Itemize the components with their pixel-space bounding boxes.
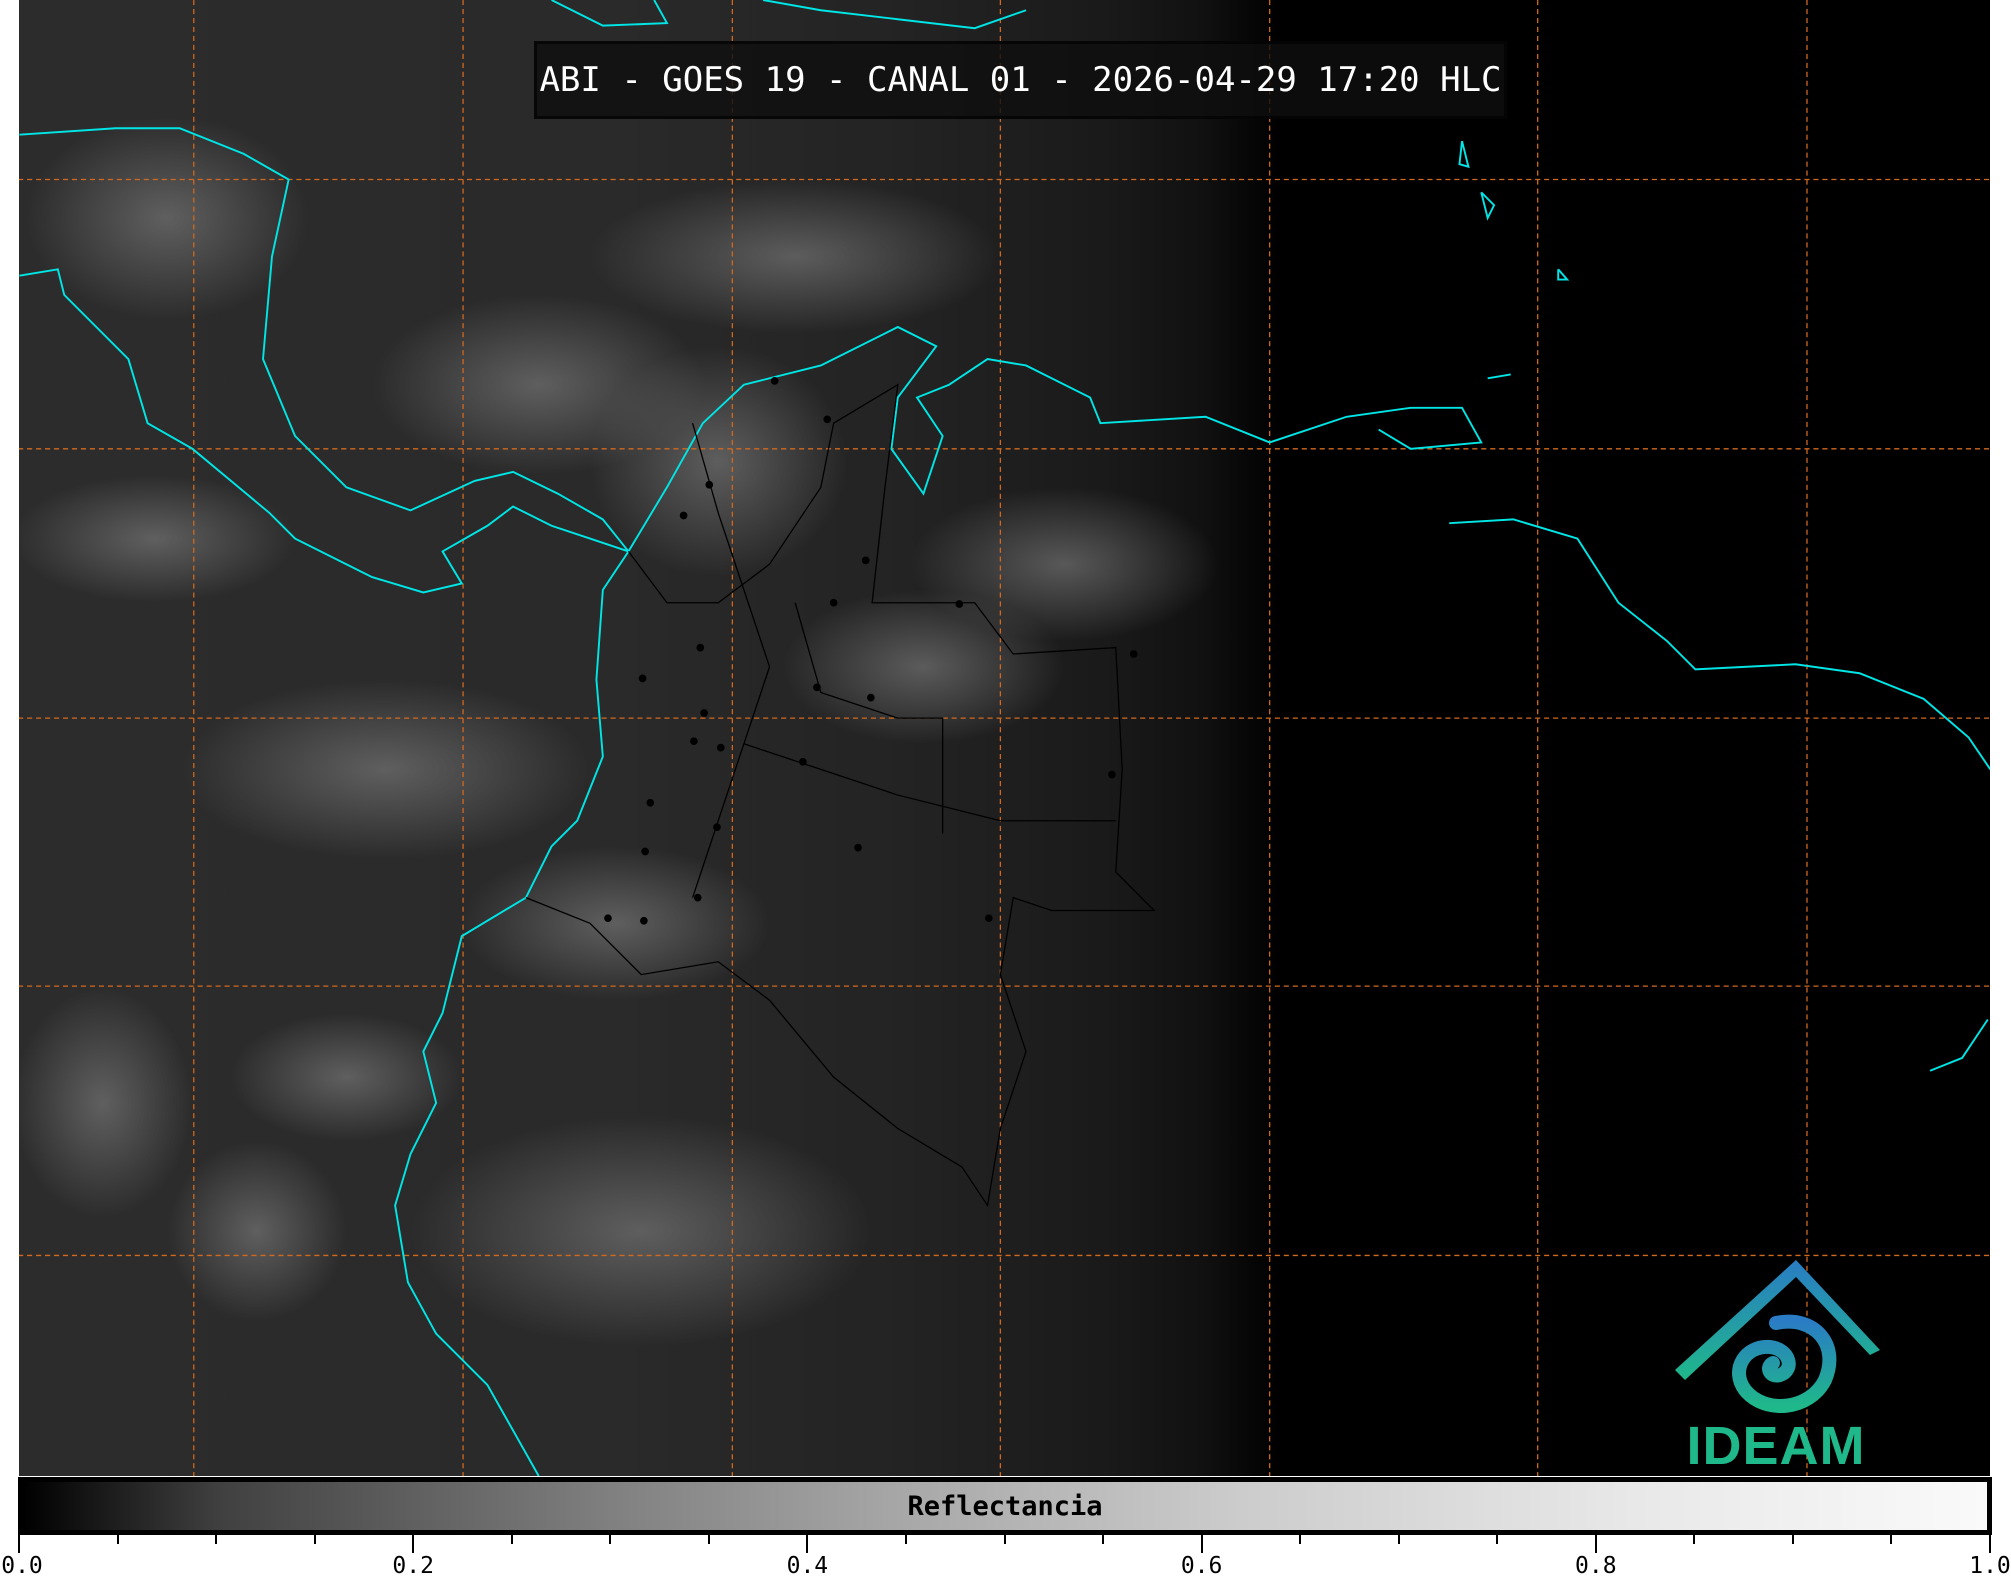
colorbar-tick xyxy=(1397,1535,1400,1544)
colorbar-tick xyxy=(215,1535,218,1544)
map-overlay xyxy=(19,0,1990,1476)
colorbar-tick xyxy=(1496,1535,1499,1544)
colorbar-tick xyxy=(1890,1535,1893,1544)
colorbar-tick xyxy=(904,1535,907,1544)
colorbar-axis: 0.0 0.2 0.4 0.6 0.8 1.0 xyxy=(0,1535,2011,1577)
cloud-field xyxy=(19,115,1219,1347)
colorbar-tick-label: 0.4 xyxy=(786,1553,829,1577)
colorbar-tick-label: 0.8 xyxy=(1575,1553,1617,1577)
colorbar-tick xyxy=(609,1535,612,1544)
colorbar-tick xyxy=(18,1535,20,1553)
colombia-borders xyxy=(525,383,1156,1208)
colorbar-tick xyxy=(412,1535,415,1553)
colorbar-tick xyxy=(1003,1535,1006,1544)
ideam-logo-text: IDEAM xyxy=(1686,1416,1866,1476)
ideam-logo: IDEAM xyxy=(1665,1255,1887,1476)
colorbar-tick-label: 0.0 xyxy=(1,1553,43,1577)
colorbar-tick xyxy=(116,1535,119,1544)
title-banner: ABI - GOES 19 - CANAL 01 - 2026-04-29 17… xyxy=(534,41,1507,119)
image-title: ABI - GOES 19 - CANAL 01 - 2026-04-29 17… xyxy=(539,60,1502,100)
coastlines xyxy=(19,0,1990,1476)
colorbar-tick xyxy=(1989,1535,1991,1553)
lat-lon-gridlines xyxy=(19,0,1990,1476)
colorbar-tick xyxy=(1299,1535,1302,1544)
colorbar-tick-label: 0.6 xyxy=(1180,1553,1223,1577)
colorbar-tick-label: 0.2 xyxy=(392,1553,434,1577)
colorbar-tick xyxy=(1200,1535,1203,1553)
colorbar-tick xyxy=(806,1535,809,1553)
ideam-emblem-icon xyxy=(1675,1260,1880,1413)
colorbar: Reflectancia xyxy=(18,1477,1992,1535)
city-markers xyxy=(604,377,1138,925)
colorbar-tick xyxy=(1791,1535,1794,1544)
colorbar-tick xyxy=(313,1535,316,1544)
satellite-map xyxy=(19,0,1990,1476)
colorbar-tick-label: 1.0 xyxy=(1969,1553,2011,1577)
colorbar-tick xyxy=(1693,1535,1696,1544)
colorbar-label: Reflectancia xyxy=(907,1490,1103,1522)
colorbar-tick xyxy=(1594,1535,1597,1553)
colorbar-tick xyxy=(707,1535,710,1544)
colorbar-tick xyxy=(1102,1535,1105,1544)
colorbar-tick xyxy=(510,1535,513,1544)
